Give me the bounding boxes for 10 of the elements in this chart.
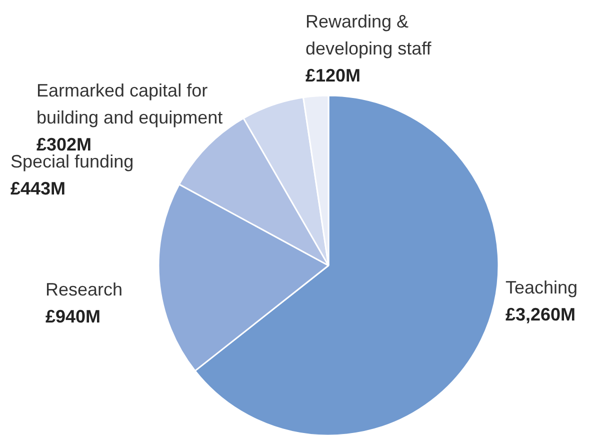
data-label: £302M [36,134,92,154]
data-label: £940M [46,306,101,326]
data-label: £443M [10,178,66,198]
data-label: £3,260M [506,304,576,324]
slice-label: Special funding [10,152,134,172]
slice-label: Research [46,280,123,300]
slice-label: Earmarked capital for building and equipment [36,80,223,128]
data-label: £120M [306,66,361,86]
slice-label: Rewarding & developing staff [306,12,432,58]
slice-label: Teaching [506,278,578,298]
